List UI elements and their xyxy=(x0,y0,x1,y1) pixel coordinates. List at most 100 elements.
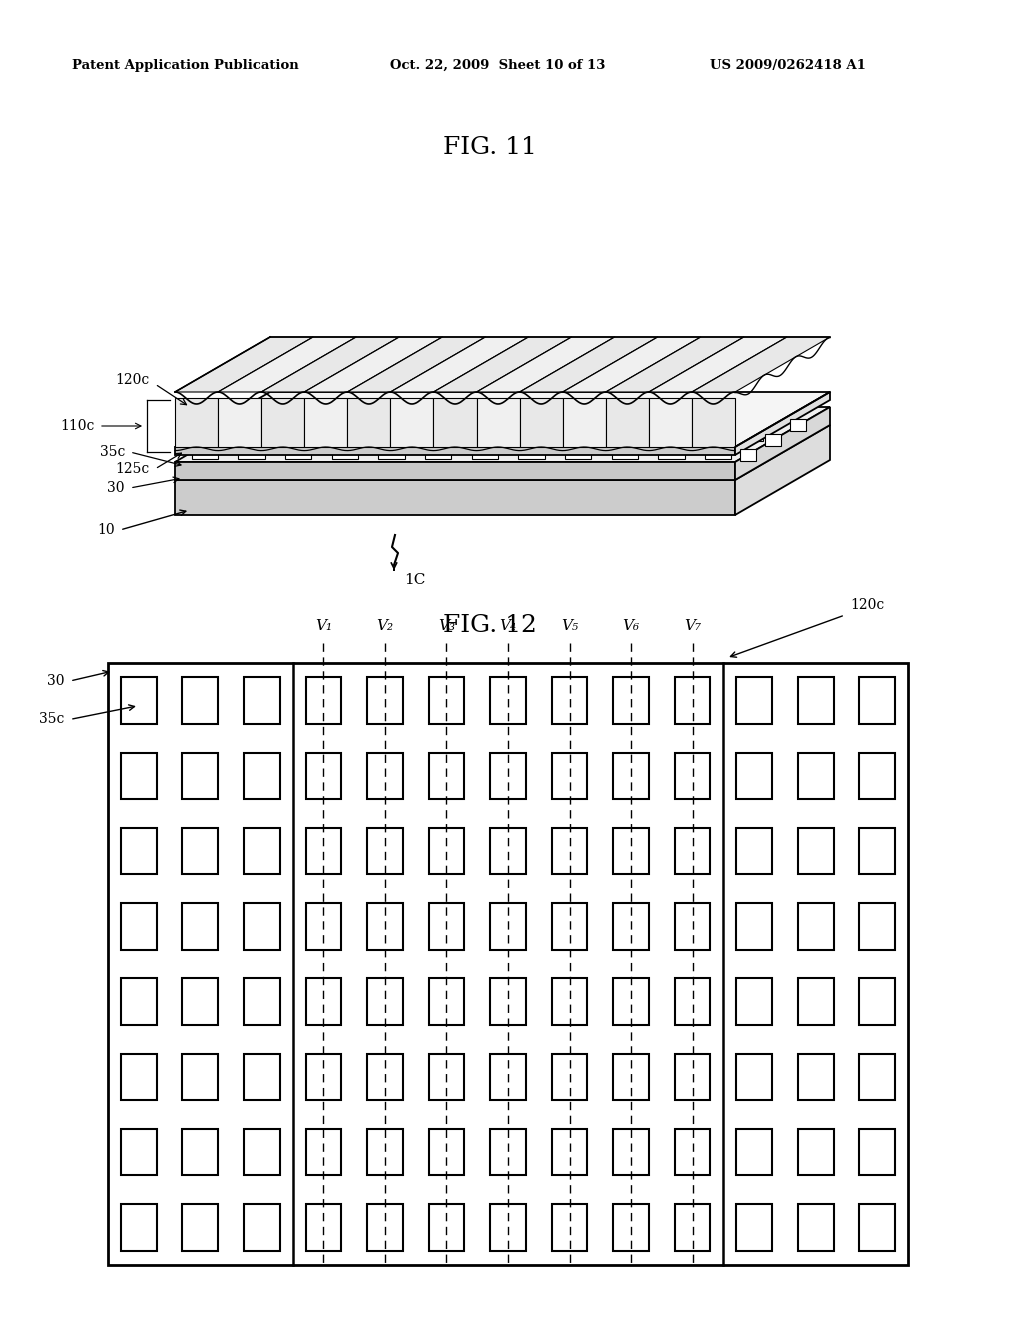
Bar xyxy=(108,663,908,1265)
Bar xyxy=(305,1129,341,1175)
Bar xyxy=(305,828,341,874)
Bar xyxy=(859,677,895,723)
Polygon shape xyxy=(476,397,519,447)
Bar xyxy=(613,903,649,949)
Bar xyxy=(244,677,280,723)
Bar xyxy=(305,752,341,799)
Polygon shape xyxy=(395,409,421,422)
Bar xyxy=(736,677,772,723)
Polygon shape xyxy=(735,425,830,515)
Bar xyxy=(675,828,711,874)
Polygon shape xyxy=(390,397,433,447)
Bar xyxy=(490,752,526,799)
Bar xyxy=(305,1053,341,1100)
Bar xyxy=(736,1053,772,1100)
Polygon shape xyxy=(175,392,830,447)
Bar xyxy=(552,752,588,799)
Text: V₁: V₁ xyxy=(314,619,332,634)
Bar xyxy=(121,828,157,874)
Bar xyxy=(552,1053,588,1100)
Bar xyxy=(490,1129,526,1175)
Bar xyxy=(367,752,402,799)
Bar xyxy=(244,903,280,949)
Bar xyxy=(305,903,341,949)
Bar xyxy=(121,677,157,723)
Bar xyxy=(859,978,895,1024)
Text: 120c: 120c xyxy=(850,598,885,612)
Bar xyxy=(244,978,280,1024)
Bar xyxy=(121,1204,157,1251)
Polygon shape xyxy=(441,409,468,422)
Bar xyxy=(859,752,895,799)
Polygon shape xyxy=(347,397,390,447)
Bar xyxy=(490,978,526,1024)
Polygon shape xyxy=(304,397,347,447)
Text: V₄: V₄ xyxy=(500,619,516,634)
Bar xyxy=(121,1129,157,1175)
Polygon shape xyxy=(550,428,577,441)
Polygon shape xyxy=(519,337,657,392)
Polygon shape xyxy=(433,337,571,392)
Text: V₂: V₂ xyxy=(377,619,393,634)
Bar xyxy=(798,903,834,949)
Bar xyxy=(736,903,772,949)
Bar xyxy=(798,677,834,723)
Text: 35c: 35c xyxy=(99,445,125,459)
Polygon shape xyxy=(735,392,830,455)
Polygon shape xyxy=(735,407,830,480)
Bar xyxy=(613,752,649,799)
Polygon shape xyxy=(364,428,389,441)
Polygon shape xyxy=(504,428,529,441)
Polygon shape xyxy=(692,337,830,392)
Bar xyxy=(490,677,526,723)
Text: 125c: 125c xyxy=(116,462,150,477)
Bar xyxy=(859,1129,895,1175)
Bar xyxy=(367,677,402,723)
Bar xyxy=(182,978,218,1024)
Polygon shape xyxy=(347,337,485,392)
Bar xyxy=(490,1204,526,1251)
Bar xyxy=(613,978,649,1024)
Bar xyxy=(798,828,834,874)
Bar xyxy=(121,903,157,949)
Bar xyxy=(798,978,834,1024)
Polygon shape xyxy=(739,449,756,461)
Polygon shape xyxy=(261,337,399,392)
Bar xyxy=(182,1053,218,1100)
Text: Patent Application Publication: Patent Application Publication xyxy=(72,58,299,71)
Bar xyxy=(675,677,711,723)
Bar xyxy=(429,752,464,799)
Polygon shape xyxy=(658,446,685,459)
Bar xyxy=(675,1129,711,1175)
Polygon shape xyxy=(191,446,218,459)
Bar xyxy=(736,828,772,874)
Text: V₅: V₅ xyxy=(561,619,579,634)
Bar xyxy=(613,1129,649,1175)
Polygon shape xyxy=(563,337,700,392)
Text: 35c: 35c xyxy=(39,713,63,726)
Polygon shape xyxy=(606,337,743,392)
Text: 120c: 120c xyxy=(116,374,150,387)
Bar xyxy=(552,978,588,1024)
Text: FIG. 11: FIG. 11 xyxy=(443,136,537,160)
Bar xyxy=(675,1204,711,1251)
Text: 10: 10 xyxy=(97,523,115,537)
Polygon shape xyxy=(433,397,476,447)
Bar xyxy=(429,1053,464,1100)
Polygon shape xyxy=(536,409,561,422)
Polygon shape xyxy=(223,428,250,441)
Text: V₇: V₇ xyxy=(684,619,701,634)
Polygon shape xyxy=(270,428,296,441)
Polygon shape xyxy=(563,397,606,447)
Polygon shape xyxy=(582,409,608,422)
Text: 30: 30 xyxy=(108,480,125,495)
Polygon shape xyxy=(390,337,528,392)
Polygon shape xyxy=(722,409,748,422)
Text: V₃: V₃ xyxy=(438,619,455,634)
Bar xyxy=(182,1129,218,1175)
Bar xyxy=(675,978,711,1024)
Bar xyxy=(613,1053,649,1100)
Bar xyxy=(305,677,341,723)
Bar xyxy=(182,677,218,723)
Bar xyxy=(798,1129,834,1175)
